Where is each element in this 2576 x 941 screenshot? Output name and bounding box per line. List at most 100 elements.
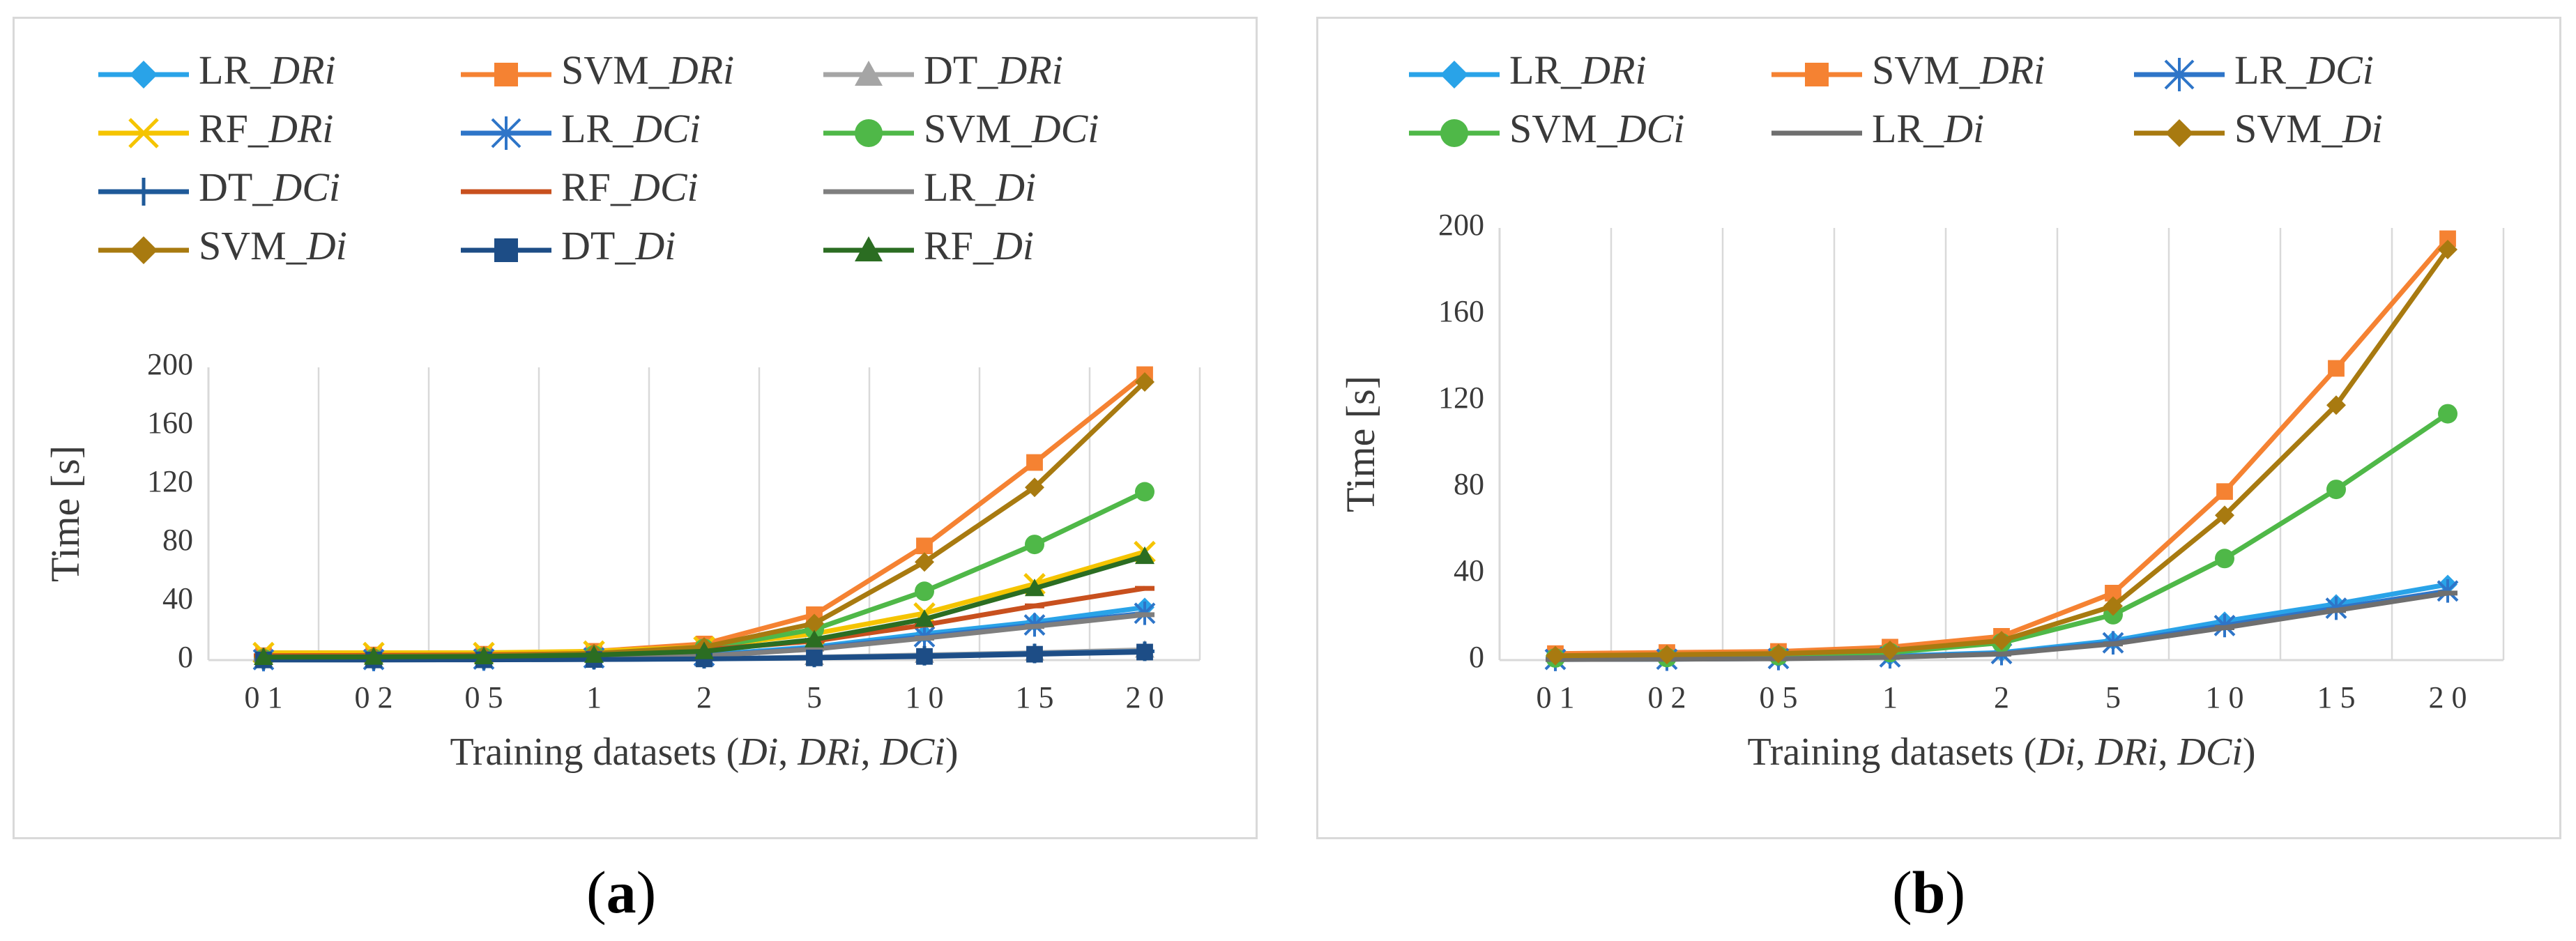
chart-a-legend-item: SVM_DCi [823, 106, 1099, 151]
chart-a-legend-label-name: RF_ [924, 223, 994, 268]
chart-a-legend-item: DT_DRi [823, 47, 1063, 93]
chart-a-data-point [1026, 454, 1043, 471]
chart-a-legend-label-suffix: DRi [669, 47, 734, 93]
chart-b-y-axis-label: Time [s] [1338, 376, 1383, 512]
chart-a-x-axis-label-part: DCi [879, 730, 945, 774]
chart-b-legend-item: LR_DRi [1409, 47, 1647, 93]
chart-b-svg: 0 40 80 120 160 200 0 1 0 2 0 5 1 2 5 1 0 1 5 2 0 Time … [1338, 47, 2505, 774]
chart-b-data-point [2215, 505, 2234, 526]
chart-a-legend-label-name: DT_ [924, 47, 998, 93]
chart-b-series-line [1555, 247, 2450, 659]
chart-a-legend-marker [491, 116, 521, 150]
chart-a-series-line [263, 489, 1146, 661]
caption-b-close: ) [1945, 859, 1966, 926]
chart-a-legend-label-name: LR_ [561, 106, 634, 151]
chart-a-legend-label-name: SVM_ [924, 106, 1032, 151]
chart-a-legend-marker [128, 118, 159, 148]
chart-a-x-tick-label: 1 5 [1016, 680, 1054, 714]
chart-a-x-tick-label: 2 0 [1126, 680, 1164, 714]
chart-a-data-point [806, 649, 823, 666]
chart-b-data-point [2439, 230, 2456, 247]
chart-a-legend-item: DT_DCi [98, 165, 340, 210]
chart-a-x-tick-label: 0 5 [465, 680, 503, 714]
chart-b-legend-label-name: SVM_ [2234, 106, 2343, 151]
chart-a-series-11 [254, 546, 1154, 665]
chart-a-y-tick-label: 40 [162, 581, 193, 615]
chart-b-series-line [1555, 237, 2450, 657]
chart-a-data-point [1026, 645, 1043, 663]
chart-a-y-tick-label: 160 [147, 406, 193, 440]
chart-a-data-point [915, 609, 934, 627]
chart-a-legend-item: RF_DRi [98, 106, 333, 151]
chart-a-x-tick-label: 5 [807, 680, 822, 714]
caption-a-letter: a [606, 859, 637, 926]
chart-a-legend-item: LR_DCi [461, 106, 701, 151]
chart-a-legend-label: RF_DRi [199, 106, 333, 151]
chart-b-data-point [2326, 395, 2346, 415]
chart-b-legend-label-suffix: Di [2342, 106, 2383, 151]
chart-b-legend-marker [2164, 58, 2195, 91]
chart-a-legend-marker [855, 119, 883, 147]
chart-b-data-point [2216, 483, 2233, 500]
chart-b-y-tick-label: 40 [1454, 553, 1484, 588]
chart-b-x-axis-label-part: DRi [2094, 730, 2158, 774]
chart-a-legend-item: SVM_DRi [461, 47, 734, 93]
chart-b-x-tick-label: 0 2 [1648, 680, 1686, 714]
chart-b-x-axis-label: Training datasets (Di, DRi, DCi) [1747, 730, 2255, 774]
chart-b-legend-item: SVM_Di [2134, 106, 2383, 151]
chart-a-legend-label: LR_DCi [561, 106, 701, 151]
chart-a-legend-marker [855, 61, 883, 86]
chart-a-y-tick-label: 80 [162, 523, 193, 557]
chart-a-legend-label-name: SVM_ [561, 47, 670, 93]
chart-a-y-axis-label: Time [s] [43, 445, 88, 582]
chart-a-legend-label-name: RF_ [199, 106, 269, 151]
chart-panel-b: 0 40 80 120 160 200 0 1 0 2 0 5 1 2 5 1 0 1 5 2 0 Time … [1316, 17, 2561, 839]
chart-b-x-tick-label: 0 1 [1537, 680, 1575, 714]
chart-b-x-tick-label: 0 5 [1760, 680, 1798, 714]
chart-b-x-tick-label: 1 0 [2206, 680, 2244, 714]
caption-a-close: ) [636, 859, 657, 926]
chart-b-data-point [1546, 645, 1565, 666]
chart-b-data-point [1769, 643, 1788, 664]
chart-a-legend-marker [130, 61, 158, 89]
chart-a-grid [317, 367, 1201, 660]
chart-a-data-point [916, 648, 933, 665]
chart-b-data-point [2438, 240, 2457, 259]
chart-a-data-point [474, 646, 494, 664]
chart-a-legend-label-name: DT_ [199, 165, 273, 210]
chart-a-legend-label: SVM_DCi [924, 106, 1099, 151]
chart-b-series-5 [1546, 240, 2457, 666]
chart-b-y-tick-label: 160 [1438, 294, 1484, 328]
chart-a-legend-marker [494, 63, 518, 86]
chart-a-data-point [915, 581, 934, 602]
chart-b-x-axis-label-part: , [2158, 730, 2177, 774]
caption-b-open: ( [1892, 859, 1912, 926]
chart-b-y-tick-label: 200 [1438, 208, 1484, 242]
chart-a-data-point [805, 629, 824, 648]
chart-b-y-tick-label: 120 [1438, 381, 1484, 415]
chart-b-x-axis-label-part: , [2075, 730, 2095, 774]
chart-a-legend-label-suffix: DRi [270, 47, 335, 93]
chart-a-legend-label-name: RF_ [561, 165, 632, 210]
chart-b-legend-item: LR_Di [1771, 106, 1984, 151]
chart-a-y-tick-label: 0 [178, 640, 193, 674]
chart-b-data-point [2326, 480, 2346, 500]
chart-a-data-point [805, 613, 824, 634]
chart-a-legend-label: SVM_Di [199, 223, 347, 268]
chart-a-data-point [1025, 535, 1044, 555]
chart-a-legend-marker [130, 178, 158, 206]
chart-a-legend-label-suffix: DCi [1031, 106, 1099, 151]
chart-b-grid [1610, 228, 2505, 660]
caption-a-open: ( [586, 859, 607, 926]
chart-a-x-axis-label-part: , [860, 730, 880, 774]
chart-a-legend-label: DT_DRi [924, 47, 1063, 93]
chart-b-data-point [2438, 404, 2457, 424]
chart-b-legend-label-name: LR_ [1872, 106, 1944, 151]
chart-a-legend-label-name: SVM_ [199, 223, 307, 268]
caption-b: (b) [1892, 857, 1965, 927]
chart-b-legend-label-name: LR_ [2234, 47, 2307, 93]
chart-b-legend-label-suffix: Di [1943, 106, 1984, 151]
chart-b-y-tick-label: 80 [1454, 467, 1484, 501]
chart-b-legend-label: SVM_DCi [1509, 106, 1684, 151]
chart-a-legend-label-name: DT_ [561, 223, 636, 268]
